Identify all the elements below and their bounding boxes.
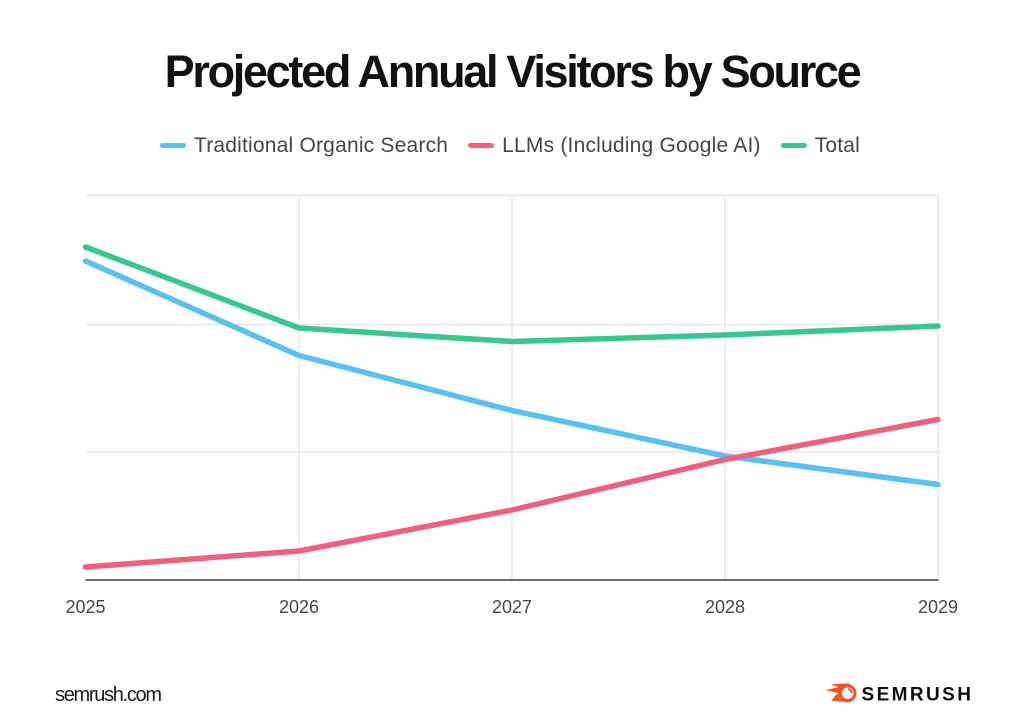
svg-text:SEMRUSH: SEMRUSH [862,685,974,706]
